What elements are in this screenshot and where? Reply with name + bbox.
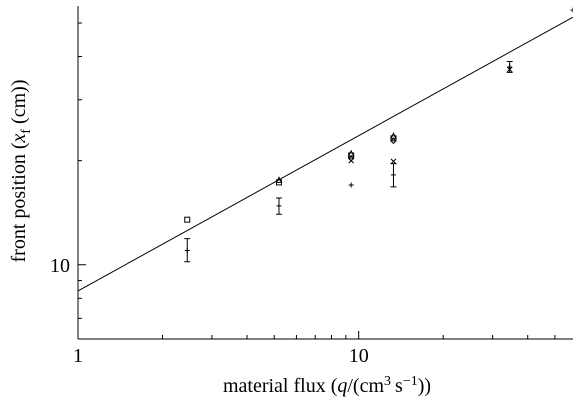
data-point-diamond xyxy=(390,137,397,145)
x-axis-label: material flux (q/(cm3 s−1)) xyxy=(223,374,431,397)
fit-line-layer xyxy=(77,16,573,292)
data-point-plus xyxy=(570,7,573,13)
x-tick-label: 1 xyxy=(73,345,83,367)
data-point-cross xyxy=(348,157,355,164)
data-point-plus xyxy=(276,203,282,209)
fit-line xyxy=(77,16,573,292)
y-tick-label: 10 xyxy=(50,255,70,277)
data-point-square xyxy=(184,216,191,223)
x-tick-label: 10 xyxy=(349,345,369,367)
data-point-plus xyxy=(348,182,354,188)
data-point-plus xyxy=(184,247,190,253)
data-marks xyxy=(184,7,573,263)
data-point-triangle xyxy=(275,176,283,183)
axis-labels: material flux (q/(cm3 s−1)) front positi… xyxy=(8,80,431,397)
y-axis-label: front position (xf (cm)) xyxy=(8,80,34,263)
data-point-plus xyxy=(507,64,513,70)
axes: 1 10 10 xyxy=(50,6,573,367)
data-point-plus xyxy=(390,172,396,178)
data-point-cross xyxy=(390,158,397,165)
